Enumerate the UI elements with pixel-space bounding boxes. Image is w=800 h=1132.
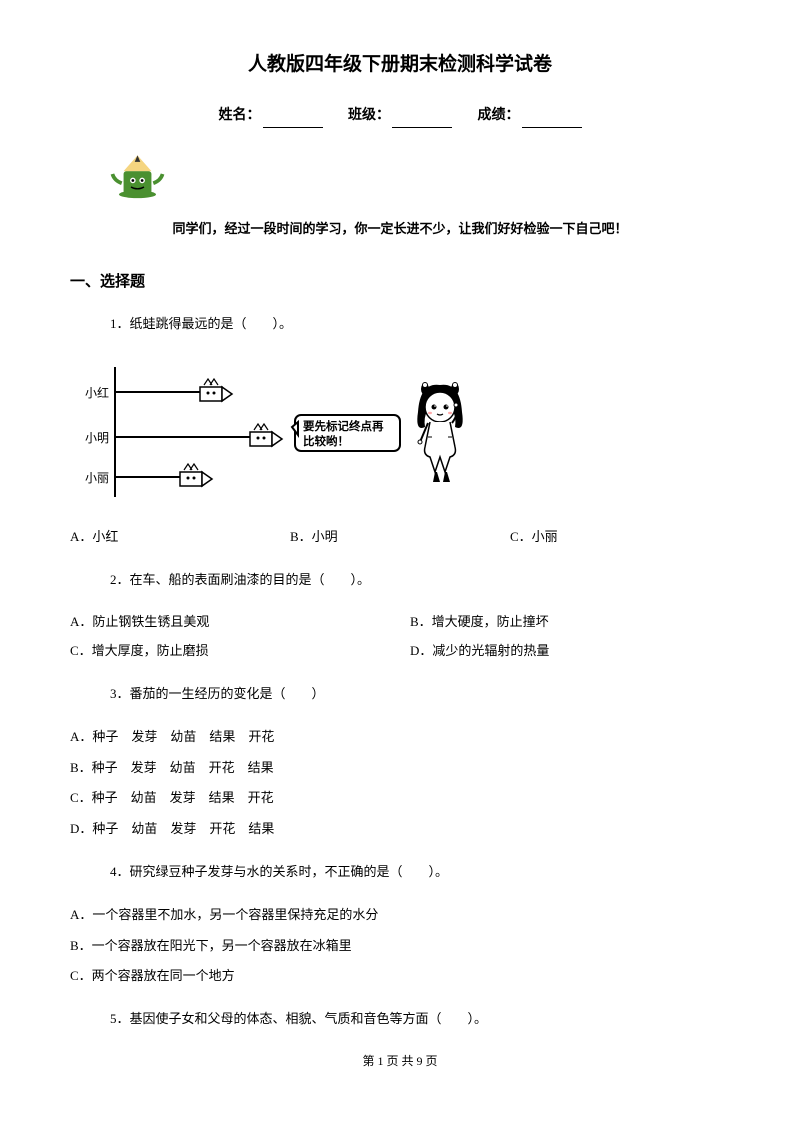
- q4-option-c: C．两个容器放在同一个地方: [70, 966, 730, 987]
- question-2: 2．在车、船的表面刷油漆的目的是（ ）。: [70, 570, 730, 591]
- girl-icon: [417, 382, 462, 482]
- score-label: 成绩：: [478, 108, 520, 123]
- q2-option-c: C．增大厚度，防止磨损: [70, 641, 390, 662]
- question-1-diagram: 小红 小明 小丽 要先标记终点再 比较哟！: [80, 357, 730, 507]
- q4-option-b: B．一个容器放在阳光下，另一个容器放在冰箱里: [70, 936, 730, 957]
- q4-option-a: A．一个容器里不加水，另一个容器里保持充足的水分: [70, 905, 730, 926]
- question-5: 5．基因使子女和父母的体态、相貌、气质和音色等方面（ ）。: [70, 1009, 730, 1030]
- pencil-mascot-icon: [105, 146, 170, 201]
- q1-option-b: B．小明: [290, 527, 510, 548]
- question-1-options: A．小红 B．小明 C．小丽: [70, 527, 730, 548]
- q3-option-a: A．种子 发芽 幼苗 结果 开花: [70, 727, 730, 748]
- class-blank[interactable]: [392, 127, 452, 128]
- q2-option-a: A．防止钢铁生锈且美观: [70, 612, 390, 633]
- exam-title: 人教版四年级下册期末检测科学试卷: [70, 50, 730, 80]
- score-blank[interactable]: [522, 127, 582, 128]
- section-1-header: 一、选择题: [70, 270, 730, 294]
- question-1: 1．纸蛙跳得最远的是（ ）。: [70, 314, 730, 335]
- name-label: 姓名：: [219, 108, 261, 123]
- class-label: 班级：: [348, 108, 390, 123]
- diagram-label-2: 小明: [85, 431, 109, 445]
- q1-option-c: C．小丽: [510, 527, 730, 548]
- question-4: 4．研究绿豆种子发芽与水的关系时，不正确的是（ ）。: [70, 862, 730, 883]
- question-3: 3．番茄的一生经历的变化是（ ）: [70, 684, 730, 705]
- q3-option-c: C．种子 幼苗 发芽 结果 开花: [70, 788, 730, 809]
- diagram-label-3: 小丽: [85, 471, 109, 485]
- intro-text: 同学们，经过一段时间的学习，你一定长进不少，让我们好好检验一下自己吧！: [70, 219, 730, 240]
- q3-option-d: D．种子 幼苗 发芽 开花 结果: [70, 819, 730, 840]
- page-footer: 第 1 页 共 9 页: [70, 1052, 730, 1071]
- bubble-text-1: 要先标记终点再: [303, 419, 384, 433]
- name-blank[interactable]: [263, 127, 323, 128]
- q2-option-d: D．减少的光辐射的热量: [410, 641, 730, 662]
- q1-option-a: A．小红: [70, 527, 290, 548]
- question-2-options: A．防止钢铁生锈且美观 B．增大硬度，防止撞坏 C．增大厚度，防止磨损 D．减少…: [70, 612, 730, 662]
- q3-option-b: B．种子 发芽 幼苗 开花 结果: [70, 758, 730, 779]
- question-3-options: A．种子 发芽 幼苗 结果 开花 B．种子 发芽 幼苗 开花 结果 C．种子 幼…: [70, 727, 730, 840]
- student-info-line: 姓名： 班级： 成绩：: [70, 105, 730, 127]
- question-4-options: A．一个容器里不加水，另一个容器里保持充足的水分 B．一个容器放在阳光下，另一个…: [70, 905, 730, 987]
- diagram-label-1: 小红: [85, 385, 109, 400]
- bubble-text-2: 比较哟！: [303, 434, 349, 448]
- q2-option-b: B．增大硬度，防止撞坏: [410, 612, 730, 633]
